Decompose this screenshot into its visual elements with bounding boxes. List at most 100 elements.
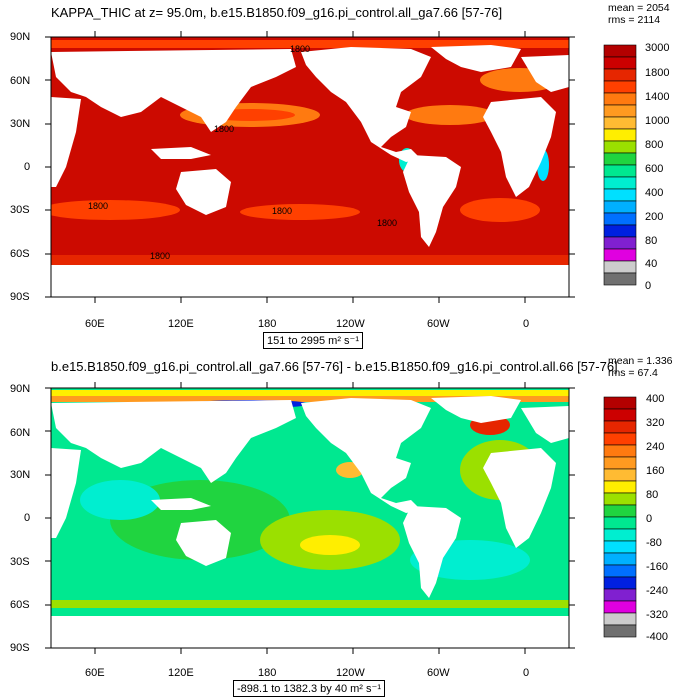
p2-lon-0: 0 — [523, 667, 530, 679]
colorbar-swatch — [603, 468, 637, 482]
colorbar-swatch — [603, 152, 637, 166]
panel2-mean: mean = 1.336 — [608, 355, 673, 367]
p1-lat-60s: 60S — [10, 248, 30, 260]
p2-cb-label: 160 — [646, 465, 665, 477]
p2-lat-90s: 90S — [10, 642, 30, 654]
colorbar-swatch — [603, 492, 637, 506]
p2-lon-120e: 120E — [168, 667, 194, 679]
p2-cb-label: -160 — [646, 561, 669, 573]
p2-cb-label: 240 — [646, 441, 665, 453]
p2-cb-label: 80 — [646, 489, 659, 501]
contour-label: 1800 — [88, 201, 108, 211]
p2-lat-30n: 30N — [10, 469, 31, 481]
colorbar-swatch — [603, 248, 637, 262]
colorbar-swatch — [603, 164, 637, 178]
colorbar-swatch — [603, 456, 637, 470]
panel2-range-box: -898.1 to 1382.3 by 40 m² s⁻¹ — [233, 680, 385, 697]
p2-lat-30s: 30S — [10, 556, 30, 568]
colorbar-swatch — [603, 200, 637, 214]
colorbar-swatch — [603, 420, 637, 434]
contour-label: 1800 — [377, 218, 397, 228]
p2-cb-label: -320 — [646, 609, 669, 621]
p1-lat-0: 0 — [24, 161, 31, 173]
colorbar-swatch — [603, 600, 637, 614]
p1-lat-60n: 60N — [10, 75, 31, 87]
colorbar-swatch — [603, 140, 637, 154]
p2-cb-label: 320 — [646, 417, 665, 429]
colorbar-swatch — [603, 128, 637, 142]
p2-cb-label: -80 — [646, 537, 662, 549]
p1-lon-0: 0 — [523, 318, 530, 330]
panel1-map — [51, 37, 569, 297]
p1-cb-label: 200 — [645, 211, 664, 223]
p1-cb-label: 40 — [645, 258, 658, 270]
colorbar-swatch — [603, 260, 637, 274]
p1-cb-label: 80 — [645, 235, 658, 247]
colorbar-swatch — [603, 176, 637, 190]
p1-lon-60e: 60E — [85, 318, 105, 330]
colorbar-swatch — [603, 528, 637, 542]
contour-label: 1800 — [150, 251, 170, 261]
p2-lon-60w: 60W — [427, 667, 450, 679]
p2-cb-label: -400 — [646, 631, 669, 643]
colorbar-swatch — [603, 408, 637, 422]
colorbar-swatch — [603, 272, 637, 286]
colorbar-swatch — [603, 444, 637, 458]
colorbar-swatch — [603, 44, 637, 58]
p2-cb-label: 0 — [646, 513, 653, 525]
colorbar-swatch — [603, 224, 637, 238]
p2-cb-label: 400 — [646, 393, 665, 405]
colorbar-swatch — [603, 612, 637, 626]
colorbar-swatch — [603, 504, 637, 518]
p1-cb-label: 1800 — [645, 67, 670, 79]
colorbar-swatch — [603, 576, 637, 590]
p1-lon-120w: 120W — [336, 318, 365, 330]
p1-cb-label: 0 — [645, 280, 652, 292]
panel2-title: b.e15.B1850.f09_g16.pi_control.all_ga7.6… — [51, 359, 618, 374]
panel1-rms: rms = 2114 — [608, 14, 661, 26]
colorbar-swatch — [603, 68, 637, 82]
colorbar-swatch — [603, 212, 637, 226]
p2-cb-label: -240 — [646, 585, 669, 597]
p1-cb-label: 1000 — [645, 115, 670, 127]
panel2-map — [51, 388, 569, 648]
colorbar-swatch — [603, 236, 637, 250]
panel1-title: KAPPA_THIC at z= 95.0m, b.e15.B1850.f09_… — [51, 5, 503, 20]
colorbar-swatch — [603, 432, 637, 446]
colorbar-swatch — [603, 588, 637, 602]
colorbar-swatch — [603, 80, 637, 94]
colorbar-swatch — [603, 116, 637, 130]
contour-label: 1800 — [290, 44, 310, 54]
panel2-rms: rms = 67.4 — [608, 367, 658, 379]
p2-lon-60e: 60E — [85, 667, 105, 679]
p1-cb-label: 400 — [645, 187, 664, 199]
p1-cb-label: 3000 — [645, 42, 670, 54]
colorbar-swatch — [603, 396, 637, 410]
panel1-range-box: 151 to 2995 m² s⁻¹ — [263, 332, 364, 349]
p1-cb-label: 600 — [645, 163, 664, 175]
p2-lat-90n: 90N — [10, 383, 31, 395]
panel1-mean: mean = 2054 — [608, 2, 670, 14]
p1-cb-label: 1400 — [645, 91, 670, 103]
contour-label: 1800 — [272, 206, 292, 216]
colorbar-swatch — [603, 564, 637, 578]
p2-lat-60n: 60N — [10, 427, 31, 439]
p2-lon-120w: 120W — [336, 667, 365, 679]
colorbar-swatch — [603, 624, 637, 638]
p1-lat-90s: 90S — [10, 291, 30, 303]
colorbar-swatch — [603, 540, 637, 554]
p1-cb-label: 800 — [645, 139, 664, 151]
p2-lon-180: 180 — [258, 667, 277, 679]
p1-lat-30s: 30S — [10, 204, 30, 216]
panel2-colorbar — [603, 396, 637, 638]
contour-label: 1800 — [214, 124, 234, 134]
p1-lat-30n: 30N — [10, 118, 31, 130]
colorbar-swatch — [603, 104, 637, 118]
p1-lat-90n: 90N — [10, 31, 31, 43]
p1-lon-180: 180 — [258, 318, 277, 330]
colorbar-swatch — [603, 56, 637, 70]
p1-lon-60w: 60W — [427, 318, 450, 330]
p1-lon-120e: 120E — [168, 318, 194, 330]
colorbar-swatch — [603, 552, 637, 566]
